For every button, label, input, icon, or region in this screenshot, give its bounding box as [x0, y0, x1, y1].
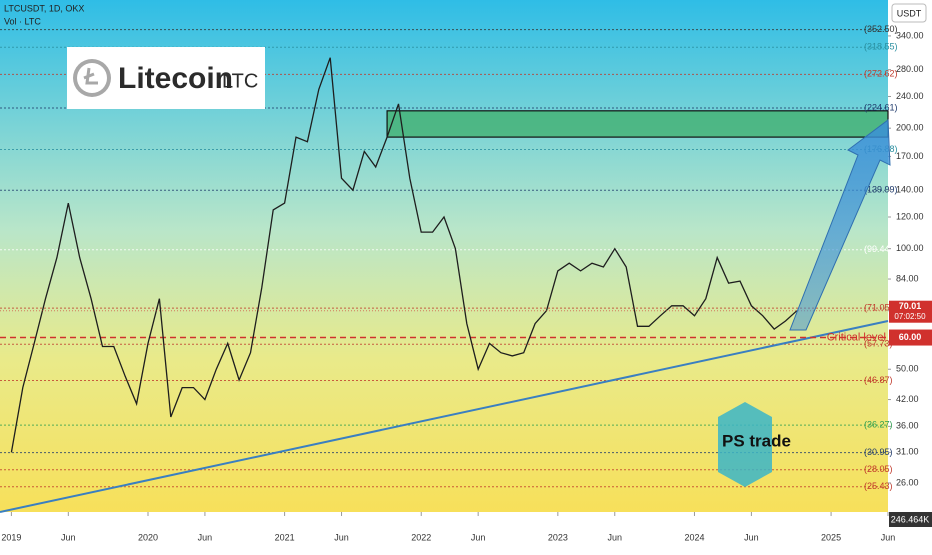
y-tick-label: 42.00	[896, 394, 919, 404]
y-tick-label: 170.00	[896, 151, 924, 161]
volume-box	[889, 512, 932, 527]
x-tick-label: Jun	[334, 532, 349, 542]
trendline	[0, 319, 889, 513]
critical-price: 60.00	[899, 332, 922, 342]
level-label: (71.05)	[864, 303, 893, 313]
x-tick-label: Jun	[61, 532, 76, 542]
level-label: (318.55)	[864, 42, 898, 52]
y-tick-label: 200.00	[896, 123, 924, 133]
y-tick-label: 26.00	[896, 477, 919, 487]
y-tick-label: 100.00	[896, 243, 924, 253]
arrow	[789, 119, 891, 331]
time-scale	[0, 512, 888, 550]
level-label: (28.05)	[864, 464, 893, 474]
level-label: (272.62)	[864, 69, 898, 79]
watermark: PS trade	[722, 431, 791, 450]
level-label: (46.87)	[864, 375, 893, 385]
ps-logo	[718, 402, 772, 487]
logo-name: Litecoin	[118, 62, 233, 95]
x-tick-label: 2020	[138, 532, 158, 542]
countdown: 07:02:50	[894, 312, 926, 321]
y-tick-label: 120.00	[896, 211, 924, 221]
logo-ticker: LTC	[222, 70, 258, 92]
price-scale	[888, 0, 932, 550]
x-tick-label: Jun	[198, 532, 213, 542]
currency: USDT	[897, 8, 922, 18]
x-tick-label: Jun	[471, 532, 486, 542]
coin-mark	[83, 67, 98, 85]
x-tick-label: 2025	[821, 532, 841, 542]
x-tick-label: 2023	[548, 532, 568, 542]
level-label: (139.99)	[864, 185, 898, 195]
volume-label: Vol · LTC	[4, 16, 41, 26]
y-tick-label: 340.00	[896, 30, 924, 40]
zone	[386, 110, 889, 138]
x-tick-label: 2019	[1, 532, 21, 542]
y-tick-label: 140.00	[896, 185, 924, 195]
y-tick-label: 84.00	[896, 273, 919, 283]
x-tick-label: 2024	[684, 532, 704, 542]
level-label: (224.61)	[864, 102, 898, 112]
last-price: 70.01	[899, 301, 922, 311]
y-tick-label: 240.00	[896, 91, 924, 101]
x-tick-label: Jun	[608, 532, 623, 542]
x-tick-label: 2022	[411, 532, 431, 542]
x-tick-label: 2021	[275, 532, 295, 542]
x-tick-label: Jun	[881, 532, 896, 542]
last-price-box	[889, 300, 932, 323]
x-tick-label: Jun	[744, 532, 759, 542]
y-tick-label: 50.00	[896, 364, 919, 374]
critical-price-box	[889, 329, 932, 346]
level-label: (25.43)	[864, 481, 893, 491]
level-label: (36.27)	[864, 419, 893, 429]
level-label: (99.44)	[864, 244, 893, 254]
critical-label: Critical level	[827, 331, 886, 343]
y-tick-label: 280.00	[896, 64, 924, 74]
volume-last: 246.464K	[891, 514, 930, 524]
currency-box	[891, 3, 927, 23]
level-label: (57.73)	[864, 339, 893, 349]
level-label: (352.50)	[864, 24, 898, 34]
coin-inner	[77, 63, 107, 93]
symbol: LTCUSDT, 1D, OKX	[4, 3, 84, 13]
level-label: (30.95)	[864, 447, 893, 457]
y-tick-label: 36.00	[896, 421, 919, 431]
y-tick-label: 31.00	[896, 447, 919, 457]
